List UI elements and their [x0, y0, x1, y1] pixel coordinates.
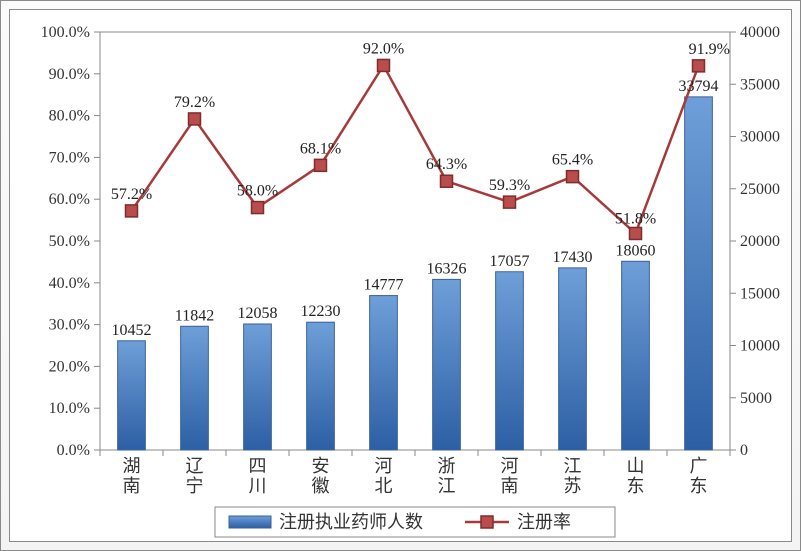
bar	[118, 341, 146, 450]
bar-value-label: 12058	[238, 305, 278, 322]
bar-value-label: 14777	[364, 277, 404, 294]
bar	[496, 272, 524, 450]
left-axis-tick-label: 30.0%	[49, 317, 90, 334]
bar-value-label: 10452	[112, 322, 152, 339]
line-value-label: 51.8%	[615, 210, 656, 227]
line-value-label: 65.4%	[552, 152, 593, 169]
line-marker	[315, 159, 327, 171]
right-axis-tick-label: 20000	[740, 233, 780, 250]
bar	[370, 296, 398, 450]
category-label: 四川	[249, 456, 267, 496]
left-axis-tick-label: 50.0%	[49, 233, 90, 250]
category-label: 安徽	[312, 456, 330, 496]
line-marker	[189, 113, 201, 125]
chart-frame-inner: 0.0% 10.0% 20.0% 30.0% 40.0% 50.0% 60.0% 70.0% 8…	[9, 9, 792, 542]
line-marker	[252, 202, 264, 214]
legend-bar-label: 注册执业药师人数	[279, 512, 423, 532]
chart-frame-outer: 0.0% 10.0% 20.0% 30.0% 40.0% 50.0% 60.0% 70.0% 8…	[0, 0, 801, 551]
bar	[181, 326, 209, 450]
left-axis-tick-label: 70.0%	[49, 149, 90, 166]
line-value-label: 64.3%	[426, 156, 467, 173]
line-marker	[567, 171, 579, 183]
bar	[559, 268, 587, 450]
right-axis-tick-label: 40000	[740, 24, 780, 41]
bar	[244, 324, 272, 450]
line-marker	[630, 227, 642, 239]
right-axis-tick-label: 25000	[740, 181, 780, 198]
bar	[622, 261, 650, 450]
combo-chart: 0.0% 10.0% 20.0% 30.0% 40.0% 50.0% 60.0% 70.0% 8…	[10, 10, 791, 541]
line-value-label: 68.1%	[300, 140, 341, 157]
category-label: 河南	[501, 456, 519, 496]
line-marker	[504, 196, 516, 208]
left-axis-tick-label: 80.0%	[49, 108, 90, 125]
line-marker	[378, 59, 390, 71]
line-marker	[693, 60, 705, 72]
category-label: 山东	[627, 456, 645, 496]
right-axis-tick-label: 5000	[740, 390, 772, 407]
left-axis-tick-label: 20.0%	[49, 358, 90, 375]
bar-value-label: 12230	[301, 303, 341, 320]
bar-value-label: 17430	[553, 249, 593, 266]
bar	[433, 279, 461, 450]
bar-value-label: 17057	[490, 253, 530, 270]
category-label: 湖南	[123, 456, 141, 496]
legend-line-marker	[481, 516, 493, 528]
bar-value-label: 16326	[427, 260, 467, 277]
bar	[307, 322, 335, 450]
category-label: 江苏	[564, 456, 582, 496]
left-axis-tick-label: 60.0%	[49, 191, 90, 208]
bar-value-label: 18060	[616, 242, 656, 259]
left-axis-tick-label: 90.0%	[49, 66, 90, 83]
category-label: 辽宁	[186, 456, 204, 496]
line-value-label: 58.0%	[237, 183, 278, 200]
right-axis-tick-label: 0	[740, 442, 748, 459]
bar-value-label: 11842	[175, 307, 214, 324]
left-axis-tick-label: 100.0%	[41, 24, 90, 41]
bar	[685, 97, 713, 450]
line-value-label: 92.0%	[363, 40, 404, 57]
category-label: 广东	[690, 456, 708, 496]
right-axis-tick-label: 15000	[740, 285, 780, 302]
line-value-label: 79.2%	[174, 94, 215, 111]
category-label: 浙江	[438, 456, 456, 496]
line-value-label: 57.2%	[111, 186, 152, 203]
line-value-label: 91.9%	[689, 41, 730, 58]
line-value-label: 59.3%	[489, 177, 530, 194]
category-label: 河北	[375, 456, 393, 496]
legend-line-label: 注册率	[517, 512, 571, 532]
right-axis-tick-label: 10000	[740, 338, 780, 355]
line-marker	[441, 175, 453, 187]
right-axis-tick-label: 35000	[740, 76, 780, 93]
left-axis-tick-label: 10.0%	[49, 400, 90, 417]
line-marker	[126, 205, 138, 217]
left-axis-tick-label: 40.0%	[49, 275, 90, 292]
legend-bar-swatch	[229, 516, 271, 528]
right-axis-tick-label: 30000	[740, 129, 780, 146]
bar-value-label: 33794	[679, 78, 719, 95]
left-axis-tick-label: 0.0%	[57, 442, 90, 459]
